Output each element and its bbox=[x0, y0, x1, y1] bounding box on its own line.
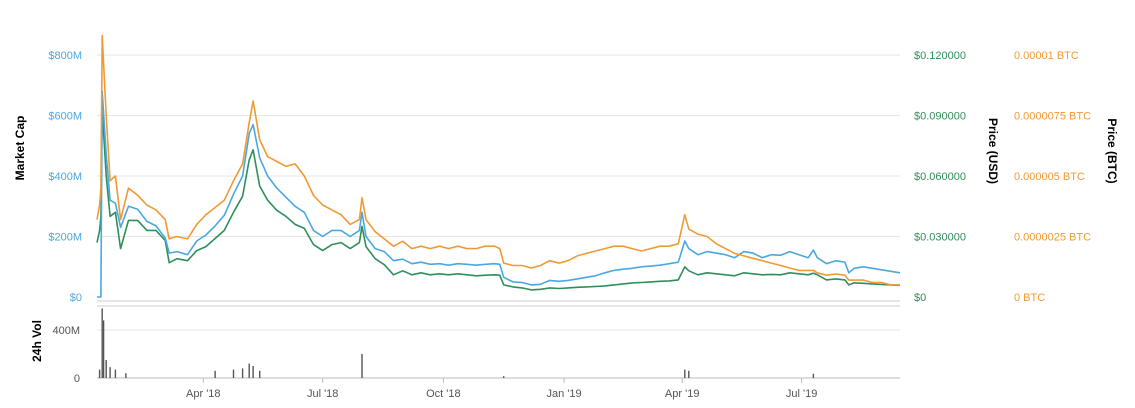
x-tick-label: Jan '19 bbox=[547, 388, 582, 400]
volume-bar bbox=[214, 370, 216, 378]
price-usd-axis-title: Price (USD) bbox=[986, 118, 1000, 184]
x-tick-label: Oct '18 bbox=[426, 388, 461, 400]
x-tick-label: Apr '18 bbox=[186, 388, 221, 400]
volume-bar bbox=[259, 370, 261, 378]
right_btc-tick-label: 0 BTC bbox=[1014, 292, 1045, 304]
x-tick-label: Jul '19 bbox=[786, 388, 817, 400]
right_usd-tick-label: $0.060000 bbox=[914, 171, 966, 183]
right_usd-tick-label: $0 bbox=[914, 292, 926, 304]
volume-bar bbox=[125, 373, 127, 378]
right_usd-tick-label: $0.030000 bbox=[914, 232, 966, 244]
price-btc-axis-title: Price (BTC) bbox=[1105, 118, 1119, 183]
right_usd-tick-label: $0.120000 bbox=[914, 50, 966, 62]
volume-bars bbox=[98, 308, 815, 378]
left-tick-label: $0 bbox=[70, 292, 82, 304]
volume-axis-title: 24h Vol bbox=[30, 320, 44, 362]
price-btc-line bbox=[96, 34, 900, 286]
volume-bar bbox=[241, 368, 244, 378]
left-tick-label: $200M bbox=[48, 232, 82, 244]
right_btc-tick-label: 0.000005 BTC bbox=[1014, 171, 1085, 183]
volume-bar bbox=[105, 360, 107, 378]
volume-tick-label: 0 bbox=[74, 373, 80, 385]
volume-bar bbox=[252, 366, 254, 378]
volume-tick-label: 400M bbox=[52, 325, 80, 337]
left-tick-label: $800M bbox=[48, 50, 82, 62]
right_btc-tick-label: 0.0000075 BTC bbox=[1014, 111, 1091, 123]
volume-bar bbox=[98, 369, 101, 378]
series-lines bbox=[96, 34, 901, 298]
grid-layer bbox=[97, 54, 900, 383]
right_usd-tick-label: $0.090000 bbox=[914, 111, 966, 123]
left-tick-label: $400M bbox=[48, 171, 82, 183]
right_btc-tick-label: 0.0000025 BTC bbox=[1014, 232, 1091, 244]
market-cap-axis-title: Market Cap bbox=[13, 116, 27, 181]
volume-bar bbox=[361, 354, 363, 378]
x-tick-label: Apr '19 bbox=[665, 388, 700, 400]
volume-bar bbox=[503, 376, 505, 378]
volume-bar bbox=[102, 320, 105, 378]
volume-bar bbox=[684, 369, 686, 378]
volume-bar bbox=[812, 373, 815, 378]
right_btc-tick-label: 0.00001 BTC bbox=[1014, 50, 1079, 62]
tick-labels: $0 $0 0 BTC $200M $0.030000 0.0000025 BTC $400… bbox=[48, 50, 1091, 400]
market-cap-line bbox=[97, 90, 901, 298]
volume-bar bbox=[248, 363, 250, 378]
volume-bar bbox=[101, 308, 103, 378]
volume-bar bbox=[109, 367, 111, 378]
x-tick-label: Jul '18 bbox=[307, 388, 338, 400]
volume-bar bbox=[688, 370, 690, 378]
volume-bar bbox=[114, 369, 117, 378]
volume-bar bbox=[232, 369, 235, 378]
left-tick-label: $600M bbox=[48, 111, 82, 123]
price-usd-line bbox=[96, 108, 901, 291]
